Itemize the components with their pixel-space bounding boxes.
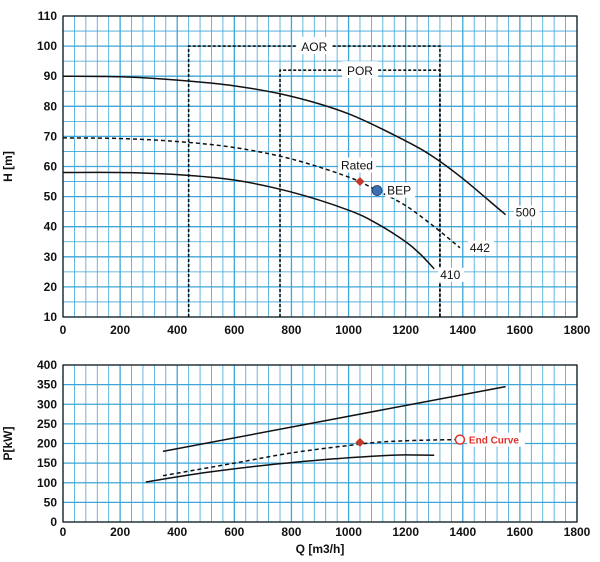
y-tick-label: 110 [38,9,58,23]
region-aor: AOR [187,37,441,317]
y-axis-title: P[kW] [1,427,15,461]
x-tick-label: 1000 [335,323,362,337]
chart-power: 0 200 400 600 800 1000 1200 1400 1600 1800 0 50 100 1… [1,358,591,556]
region-label: POR [347,64,373,78]
x-tick-label: 1600 [507,525,534,539]
x-tick-label: 1200 [392,323,419,337]
x-tick-label: 0 [60,525,67,539]
series-line [62,137,461,249]
point-label-bg [385,182,416,198]
x-tick-label: 0 [60,323,67,337]
series-label-bg [438,267,465,282]
x-tick-label: 1400 [449,525,476,539]
y-tick-label: 40 [44,220,58,234]
end-curve-label: End Curve [469,436,519,447]
y-tick-label: 10 [44,310,58,324]
x-tick-label: 1600 [507,323,534,337]
x-tick-label: 1400 [449,323,476,337]
y-tick-label: 100 [37,476,57,490]
x-tick-label: 200 [110,525,130,539]
x-tick-label: 1800 [564,323,591,337]
y-tick-label: 50 [44,495,58,509]
x-tick-label: 400 [167,525,187,539]
series-500 [162,385,506,453]
y-tick-label: 20 [44,280,58,294]
region-label: AOR [301,40,327,54]
plot-frame [62,364,578,523]
end-curve-marker [454,434,466,445]
series-442: 442 [62,137,494,255]
x-tick-label: 200 [110,323,130,337]
grid [62,15,578,318]
y-tick-label: 100 [37,39,57,53]
rated-point-marker [355,437,365,447]
series-label: 500 [516,206,536,220]
y-tick-label: 250 [37,417,57,431]
y-tick-label: 90 [44,69,58,83]
rated-point-marker [355,177,365,187]
series-line [145,454,435,483]
y-tick-label: 200 [37,437,57,451]
plot-frame [62,15,578,318]
series-500: 500 [62,75,540,220]
y-tick-label: 400 [37,358,57,372]
series-label-bg [513,205,540,220]
region-por: POR [279,61,441,317]
series-442 [162,438,463,477]
rated-label: Rated [341,159,373,173]
x-tick-label: 1000 [335,525,362,539]
series-label-bg [467,240,494,255]
series-410: 410 [62,171,465,282]
x-axis-title: Q [m3/h] [296,542,345,556]
y-tick-label: 350 [37,378,57,392]
x-tick-label: 800 [281,323,301,337]
point-label-bg [466,432,525,447]
series-line [62,171,435,270]
y-tick-label: 70 [44,129,58,143]
y-tick-label: 300 [37,397,57,411]
x-tick-label: 1800 [564,525,591,539]
chart-head: 0 200 400 600 800 1000 1200 1400 1600 1800 10 20 30 4… [1,9,591,337]
y-tick-label: 80 [44,99,58,113]
point-label-bg [337,157,376,173]
y-axis-title: H [m] [1,151,15,182]
series-line [162,385,506,453]
y-tick-label: 0 [50,515,57,529]
series-label: 442 [470,241,490,255]
y-tick-label: 60 [44,160,58,174]
x-tick-label: 400 [167,323,187,337]
x-tick-label: 800 [281,525,301,539]
bep-label: BEP [387,184,411,198]
bep-point-marker [371,185,383,196]
y-tick-label: 150 [37,456,57,470]
region-label-bg [341,61,378,79]
series-line [62,75,507,216]
series-410 [145,454,435,483]
series-label: 410 [440,268,460,282]
x-tick-label: 600 [224,323,244,337]
x-tick-label: 1200 [392,525,419,539]
y-tick-label: 30 [44,250,58,264]
y-tick-label: 50 [44,190,58,204]
x-tick-label: 600 [224,525,244,539]
region-label-bg [296,37,333,55]
series-line [162,438,463,477]
